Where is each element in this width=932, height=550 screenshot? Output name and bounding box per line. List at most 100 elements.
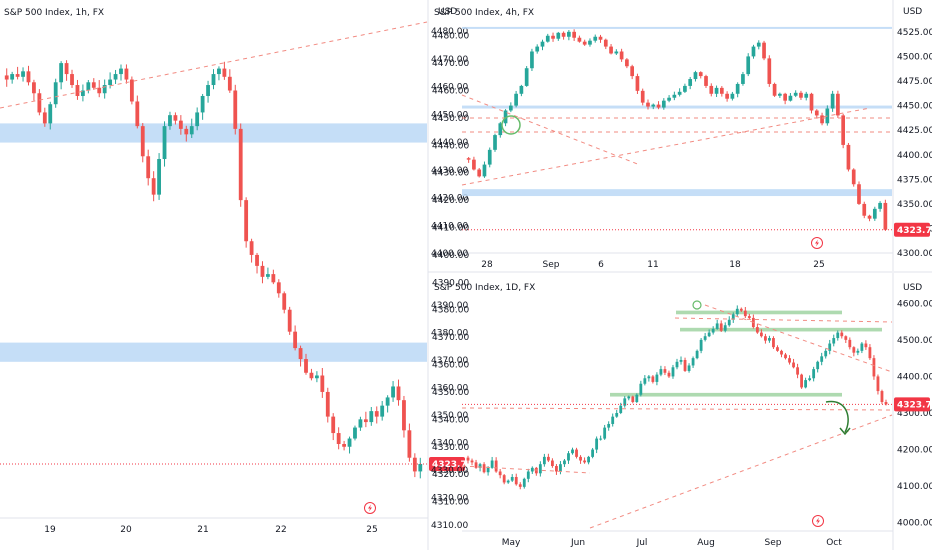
candle-body (75, 85, 80, 96)
candle-body (266, 274, 270, 277)
candle-body (741, 74, 745, 84)
candle-body (824, 350, 828, 357)
candle-body (804, 380, 808, 388)
candle-body (168, 115, 172, 127)
candle-body (124, 68, 129, 80)
candle-body (759, 332, 763, 337)
candle-body (730, 93, 735, 99)
candle-body (844, 336, 848, 340)
left-price-tick-label: 4350.00 (431, 411, 468, 421)
candle-body (276, 282, 281, 294)
time-tick-label: 22 (275, 525, 286, 535)
candle-body (683, 359, 687, 371)
candle-body (643, 378, 647, 384)
candle-body (800, 374, 803, 388)
trend-line (461, 407, 893, 411)
candle-body (178, 120, 183, 129)
left-price-tick-label: 4390.00 (431, 301, 468, 311)
candle-body (651, 104, 656, 107)
candle-body (719, 323, 723, 331)
time-tick-label: Aug (697, 538, 715, 548)
candle-body (206, 85, 210, 96)
candle-body (542, 456, 546, 465)
candle-body (470, 460, 474, 463)
candle-body (796, 367, 799, 375)
candle-body (26, 71, 31, 83)
candle-body (575, 449, 578, 457)
projection-arrow (825, 400, 849, 433)
candle-body (506, 480, 510, 483)
candle-body (572, 31, 576, 38)
candle-body (799, 92, 803, 98)
candle-body (857, 184, 861, 204)
candle-body (222, 68, 227, 77)
candle-body (640, 90, 645, 103)
candle-body (651, 376, 655, 382)
candle-body (347, 438, 352, 447)
time-tick-label: 21 (197, 525, 208, 535)
candle-body (699, 339, 703, 351)
candle-body (162, 126, 167, 160)
price-tick-label: 4380.00 (432, 306, 469, 316)
candle-body (582, 41, 587, 45)
candle-body (755, 327, 759, 333)
candle-body (816, 361, 820, 370)
candle-body (830, 93, 835, 109)
candle-body (598, 36, 603, 40)
candle-body (588, 40, 592, 45)
candle-body (832, 338, 836, 344)
left-price-tick-label: 4410.00 (431, 221, 468, 231)
chart-panel-2: 4525.00 4500.00 4475.00 4450.00 4425.00 4400.… (431, 0, 932, 271)
candle-body (627, 396, 631, 399)
candle-body (385, 397, 390, 406)
candle-body (646, 102, 650, 107)
price-tick-label: 4300.00 (897, 249, 932, 259)
candle-body (860, 343, 864, 351)
candle-body (314, 375, 319, 379)
green-zone (680, 327, 882, 332)
candle-body (391, 386, 395, 398)
candle-body (751, 46, 756, 57)
price-tick-label: 4390.00 (432, 278, 469, 288)
price-tick-label: 4410.00 (432, 224, 469, 234)
candle-body (784, 354, 787, 359)
chart-title: S&P 500 Index, 1h, FX (4, 8, 104, 18)
time-tick-label: Jul (636, 538, 648, 548)
candle-body (635, 394, 639, 403)
candle-body (677, 91, 682, 95)
candle-body (407, 430, 412, 458)
time-tick-label: 20 (120, 525, 132, 535)
price-tick-label: 4330.00 (432, 443, 469, 453)
candle-body (671, 367, 675, 377)
candle-body (820, 356, 824, 362)
candle-body (546, 456, 550, 461)
support-resistance-zone (462, 105, 892, 109)
candle-body (698, 72, 703, 77)
candle-body (704, 76, 708, 86)
candle-body (503, 110, 508, 124)
candle-body (331, 416, 336, 434)
chart-panel-3: 4600.00 4500.00 4400.00 4300.00 4200.00 4100.… (431, 273, 932, 550)
time-tick-label: Jun (570, 538, 585, 548)
price-tick-label: 4450.00 (897, 102, 932, 112)
green-zone (676, 310, 842, 315)
chart-title: S&P 500 Index, 1D, FX (434, 283, 535, 293)
left-price-tick-label: 4430.00 (431, 166, 468, 176)
candle-body (630, 66, 635, 77)
candle-body (735, 83, 740, 94)
price-tick-label: 4475.00 (897, 77, 932, 87)
candle-body (4, 75, 9, 80)
candle-body (227, 76, 232, 91)
candle-body (804, 93, 809, 98)
candle-body (639, 383, 643, 395)
candle-body (519, 85, 524, 94)
candle-body (402, 400, 406, 431)
price-tick-label: 4350.00 (432, 388, 469, 398)
candle-body (540, 41, 545, 47)
candle-body (561, 32, 566, 37)
candle-body (667, 97, 671, 101)
left-price-tick-label: 4330.00 (431, 466, 468, 476)
candle-body (530, 467, 534, 472)
trend-line (461, 107, 871, 186)
price-tick-label: 4525.00 (897, 28, 932, 38)
